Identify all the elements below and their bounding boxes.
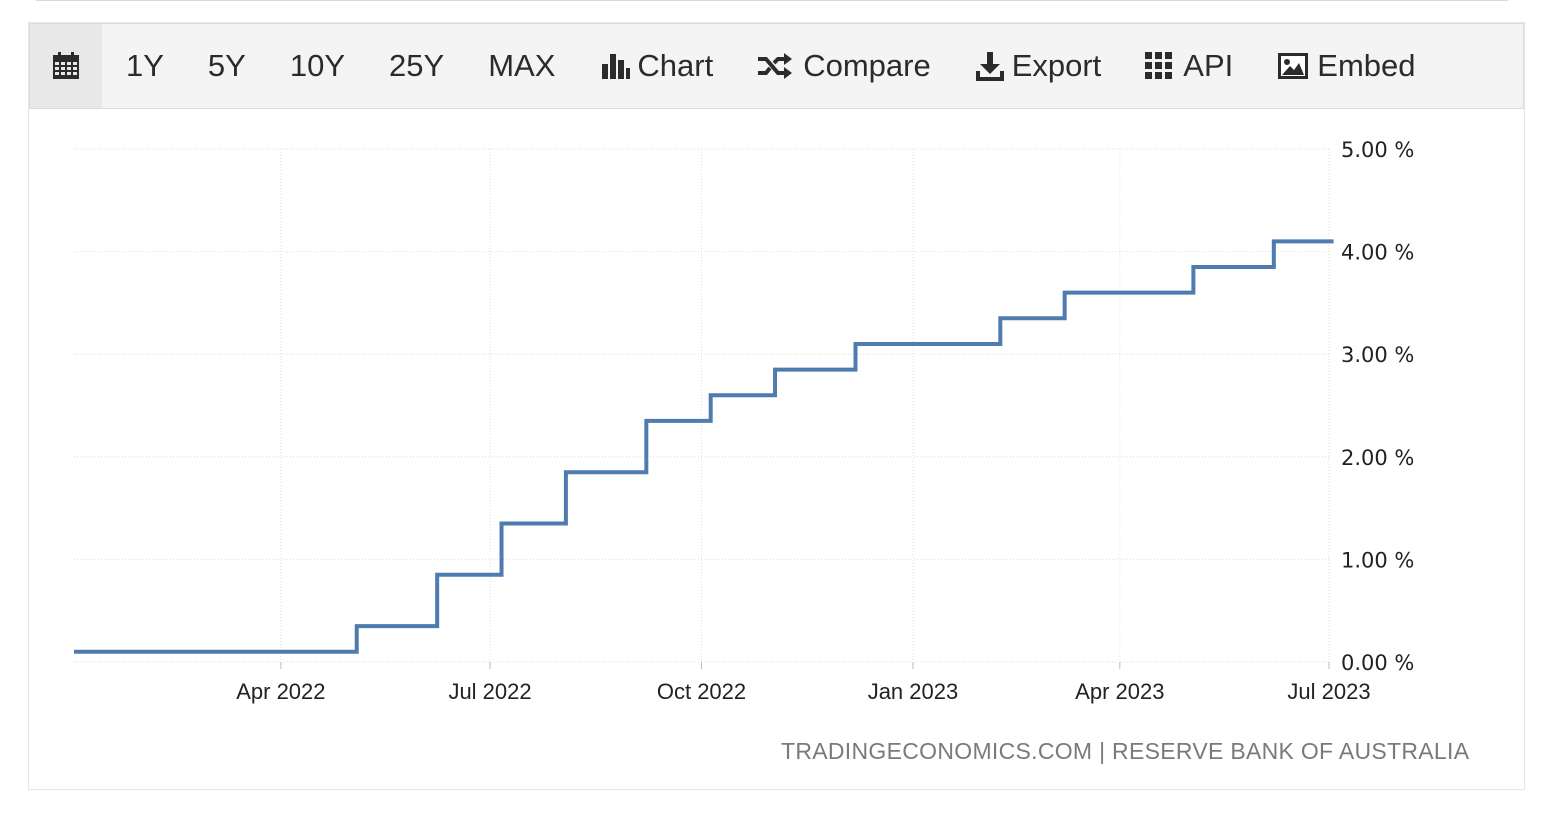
download-icon [975, 52, 1004, 81]
y-tick-label: 2.00 % [1341, 446, 1414, 470]
x-tick-label: Jul 2023 [1287, 679, 1370, 704]
x-tick-label: Apr 2023 [1075, 679, 1164, 704]
x-axis: Apr 2022 Jul 2022 Oct 2022 Jan 2023 Apr 2023… [236, 662, 1371, 704]
top-divider [36, 0, 1508, 1]
range-10y-button[interactable]: 10Y [289, 48, 346, 83]
calendar-button[interactable] [30, 24, 102, 108]
range-1y-button[interactable]: 1Y [126, 48, 164, 83]
export-label: Export [1011, 48, 1102, 83]
api-button[interactable]: API [1145, 24, 1233, 108]
x-tick-label: Apr 2022 [236, 679, 325, 704]
x-tick-label: Jul 2022 [448, 679, 531, 704]
image-icon [1278, 53, 1309, 79]
calendar-icon [53, 52, 79, 79]
compare-label: Compare [803, 48, 931, 83]
shuffle-icon [758, 53, 793, 79]
y-tick-label: 1.00 % [1341, 548, 1414, 572]
grid-icon [1145, 52, 1173, 79]
x-tick-label: Oct 2022 [657, 679, 746, 704]
range-5y-button[interactable]: 5Y [207, 48, 246, 83]
embed-label: Embed [1317, 48, 1416, 83]
bar-chart-icon [602, 54, 631, 79]
x-tick-label: Jan 2023 [868, 679, 959, 704]
embed-button[interactable]: Embed [1277, 24, 1416, 108]
compare-button[interactable]: Compare [757, 24, 931, 108]
y-tick-label: 0.00 % [1341, 651, 1414, 675]
api-label: API [1183, 48, 1234, 83]
chart-plot: 0.00 % 1.00 % 2.00 % 3.00 % 4.00 % 5.00 % Apr… [74, 138, 1414, 704]
chart-toolbar: 1Y 5Y 10Y 25Y MAX Chart Compare [29, 23, 1524, 109]
y-tick-label: 4.00 % [1341, 241, 1414, 265]
chart-label: Chart [637, 48, 714, 83]
range-25y-button[interactable]: 25Y [389, 48, 445, 83]
grid-lines [74, 148, 1330, 663]
series-group [74, 239, 1334, 654]
y-tick-label: 5.00 % [1341, 138, 1414, 162]
export-button[interactable]: Export [975, 24, 1102, 108]
range-max-button[interactable]: MAX [488, 48, 556, 83]
chart-type-button[interactable]: Chart [601, 24, 713, 108]
y-axis: 0.00 % 1.00 % 2.00 % 3.00 % 4.00 % 5.00 % [1341, 138, 1414, 675]
y-tick-label: 3.00 % [1341, 343, 1414, 367]
chart-card: 1Y 5Y 10Y 25Y MAX Chart Compare [28, 22, 1525, 790]
source-attribution: TRADINGECONOMICS.COM | RESERVE BANK OF A… [781, 738, 1470, 764]
series-line [74, 239, 1334, 654]
